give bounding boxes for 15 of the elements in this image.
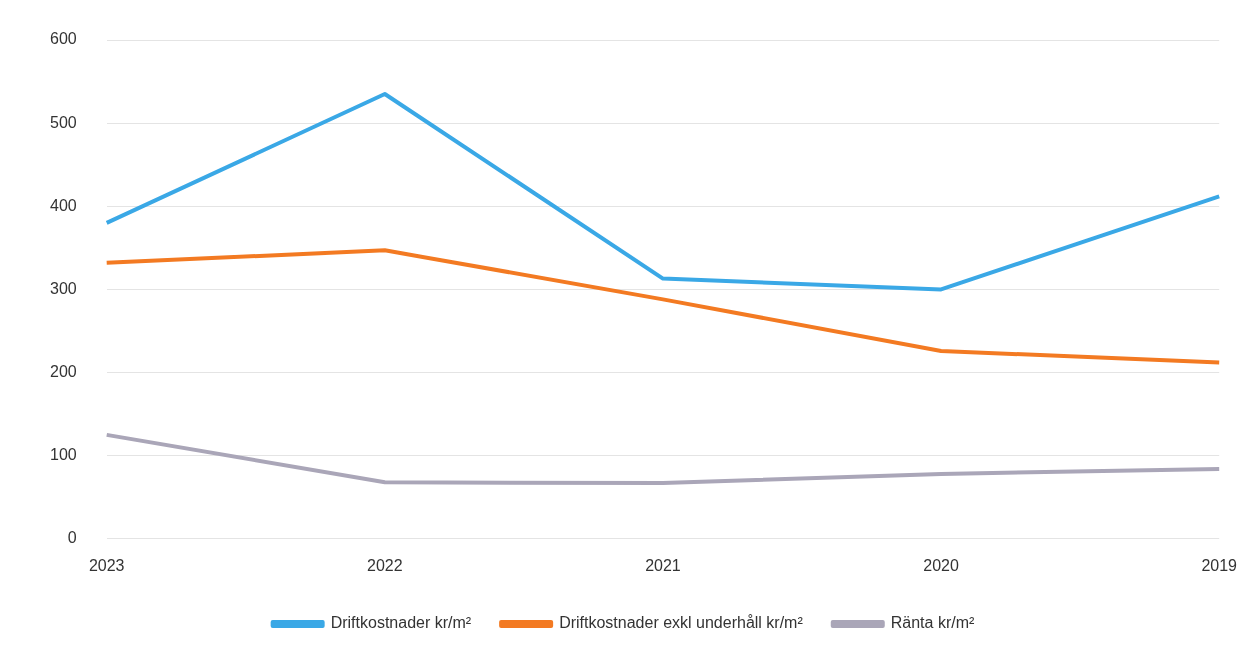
x-tick-label: 2022 xyxy=(367,556,403,574)
y-tick-label: 0 xyxy=(67,529,77,547)
y-tick-label: 600 xyxy=(49,30,77,48)
x-tick-label: 2020 xyxy=(923,556,959,574)
x-tick-label: 2019 xyxy=(1201,556,1238,574)
legend-label: Driftkostnader exkl underhåll kr/m² xyxy=(559,614,804,632)
legend-label: Ränta kr/m² xyxy=(890,614,976,632)
y-tick-label: 100 xyxy=(49,446,77,464)
x-tick-label: 2023 xyxy=(88,556,125,574)
legend-label: Driftkostnader kr/m² xyxy=(330,614,472,632)
y-tick-label: 400 xyxy=(49,196,77,214)
y-tick-label: 500 xyxy=(49,113,77,131)
y-tick-label: 300 xyxy=(49,279,77,297)
x-tick-label: 2021 xyxy=(645,556,681,574)
y-tick-label: 200 xyxy=(49,362,77,380)
